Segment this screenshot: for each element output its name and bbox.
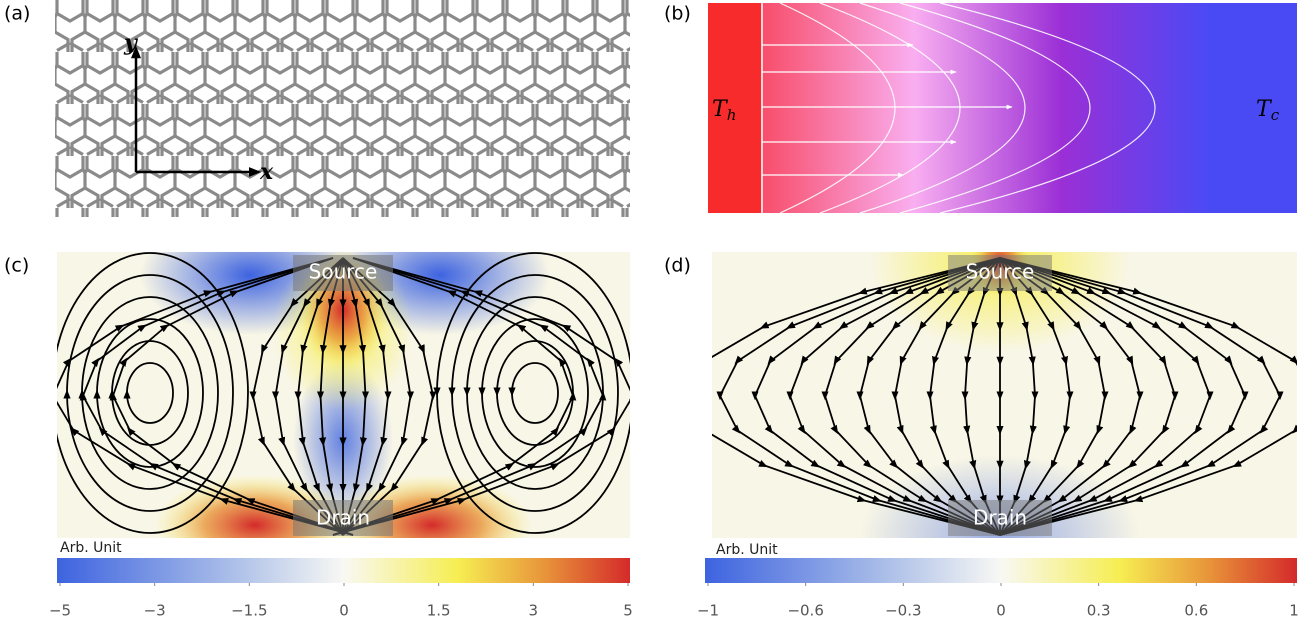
axis-y-label: y [123, 30, 139, 56]
tick-label: 1 [1289, 602, 1299, 620]
thermal-map [708, 3, 1297, 213]
source-label: Source [309, 260, 378, 284]
panel-label: (b) [664, 3, 691, 25]
panel-label: (c) [4, 255, 29, 277]
source-label: Source [966, 260, 1035, 284]
colorbar-title: Arb. Unit [716, 542, 778, 558]
colorbar-title: Arb. Unit [60, 540, 122, 556]
panel-label: (a) [4, 3, 30, 25]
tick-label: 3 [529, 602, 539, 620]
tick-label: −3 [144, 602, 166, 620]
subscript: c [1271, 106, 1280, 124]
colorbar [705, 558, 1297, 583]
lattice [55, 0, 630, 217]
tick-label: 0.3 [1087, 602, 1111, 620]
tick-label: −1.5 [231, 602, 267, 620]
tick-label: −5 [49, 602, 71, 620]
tick-label: 5 [623, 602, 633, 620]
tick-label: 0 [339, 602, 349, 620]
tick-label: −0.3 [885, 602, 921, 620]
flow-map [685, 172, 1312, 615]
axis-x-label: x [259, 159, 274, 185]
subscript: h [727, 106, 737, 124]
panel-label: (d) [664, 255, 691, 277]
tick-label: 0.6 [1184, 602, 1208, 620]
tick-label: 0 [996, 602, 1006, 620]
tick-label: −1 [697, 602, 719, 620]
drain-label: Drain [316, 506, 370, 530]
drain-label: Drain [973, 506, 1027, 530]
figure: (a) y x (b) Th Tc (c) Source Drain (d) S… [0, 0, 1312, 625]
tick-label: −0.6 [787, 602, 823, 620]
colorbar [57, 558, 630, 583]
tick-label: 1.5 [427, 602, 451, 620]
